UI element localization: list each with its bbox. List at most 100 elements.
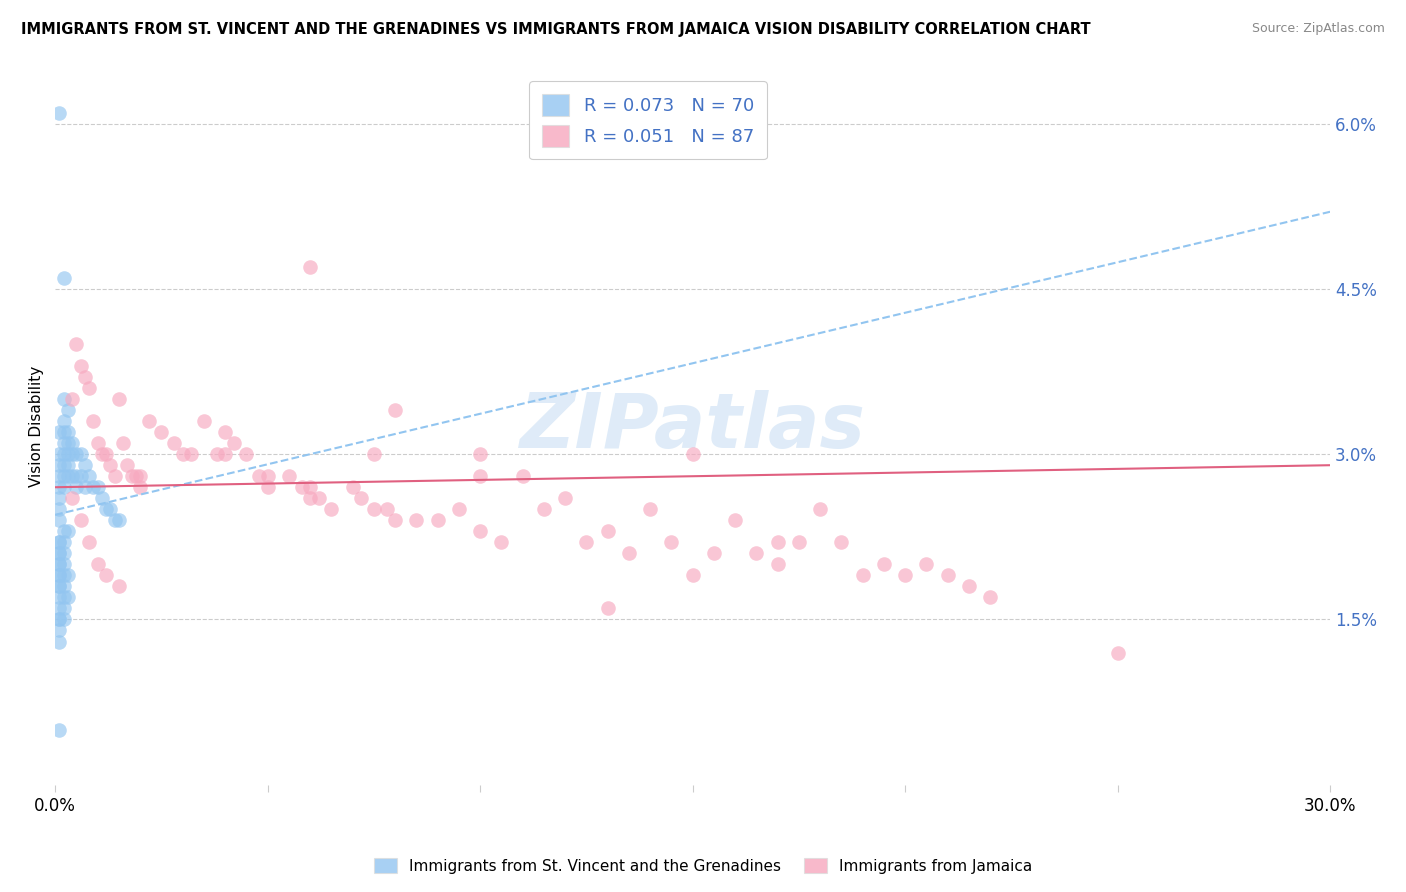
Point bbox=[104, 513, 127, 527]
Point bbox=[350, 491, 373, 506]
Point bbox=[100, 458, 122, 473]
Point bbox=[235, 447, 257, 461]
Point bbox=[56, 568, 79, 582]
Point bbox=[724, 513, 747, 527]
Point bbox=[596, 601, 619, 615]
Point bbox=[65, 447, 87, 461]
Point bbox=[60, 491, 83, 506]
Point bbox=[129, 469, 152, 483]
Point bbox=[48, 568, 70, 582]
Point bbox=[108, 392, 131, 406]
Point bbox=[384, 513, 406, 527]
Text: IMMIGRANTS FROM ST. VINCENT AND THE GRENADINES VS IMMIGRANTS FROM JAMAICA VISION: IMMIGRANTS FROM ST. VINCENT AND THE GREN… bbox=[21, 22, 1091, 37]
Point bbox=[830, 535, 852, 549]
Point bbox=[52, 436, 75, 450]
Point bbox=[52, 535, 75, 549]
Point bbox=[48, 612, 70, 626]
Point bbox=[48, 469, 70, 483]
Point bbox=[52, 546, 75, 560]
Point bbox=[172, 447, 194, 461]
Point bbox=[52, 591, 75, 605]
Point bbox=[69, 447, 91, 461]
Point bbox=[48, 558, 70, 572]
Point bbox=[60, 469, 83, 483]
Point bbox=[96, 447, 118, 461]
Point bbox=[52, 414, 75, 428]
Point bbox=[77, 469, 100, 483]
Point bbox=[52, 568, 75, 582]
Text: ZIPatlas: ZIPatlas bbox=[520, 390, 866, 464]
Point bbox=[48, 601, 70, 615]
Point bbox=[108, 579, 131, 593]
Point bbox=[100, 502, 122, 516]
Point bbox=[86, 480, 108, 494]
Point bbox=[682, 568, 704, 582]
Point bbox=[48, 558, 70, 572]
Point bbox=[56, 425, 79, 439]
Point bbox=[163, 436, 186, 450]
Point bbox=[150, 425, 173, 439]
Point bbox=[957, 579, 980, 593]
Point bbox=[69, 359, 91, 373]
Point bbox=[73, 370, 96, 384]
Point bbox=[682, 447, 704, 461]
Point bbox=[96, 568, 118, 582]
Point bbox=[48, 513, 70, 527]
Point bbox=[52, 612, 75, 626]
Point bbox=[52, 447, 75, 461]
Point bbox=[299, 260, 322, 274]
Point bbox=[73, 480, 96, 494]
Point bbox=[77, 381, 100, 395]
Point bbox=[65, 480, 87, 494]
Point bbox=[60, 392, 83, 406]
Point bbox=[77, 535, 100, 549]
Point bbox=[48, 579, 70, 593]
Point bbox=[48, 535, 70, 549]
Point bbox=[60, 447, 83, 461]
Point bbox=[60, 436, 83, 450]
Point bbox=[96, 502, 118, 516]
Point bbox=[766, 535, 789, 549]
Point bbox=[129, 480, 152, 494]
Point bbox=[852, 568, 875, 582]
Point bbox=[48, 612, 70, 626]
Point bbox=[256, 480, 278, 494]
Point bbox=[214, 447, 236, 461]
Point bbox=[256, 469, 278, 483]
Point bbox=[90, 491, 112, 506]
Point bbox=[56, 436, 79, 450]
Point bbox=[104, 469, 127, 483]
Point bbox=[375, 502, 398, 516]
Point bbox=[277, 469, 299, 483]
Point bbox=[82, 480, 104, 494]
Point bbox=[787, 535, 810, 549]
Point bbox=[596, 524, 619, 539]
Point bbox=[468, 469, 491, 483]
Point bbox=[299, 491, 322, 506]
Point bbox=[468, 524, 491, 539]
Point bbox=[384, 403, 406, 417]
Point bbox=[193, 414, 215, 428]
Point bbox=[112, 436, 135, 450]
Point bbox=[936, 568, 959, 582]
Point bbox=[48, 634, 70, 648]
Point bbox=[808, 502, 831, 516]
Point bbox=[48, 447, 70, 461]
Point bbox=[56, 469, 79, 483]
Point bbox=[363, 502, 385, 516]
Legend: R = 0.073   N = 70, R = 0.051   N = 87: R = 0.073 N = 70, R = 0.051 N = 87 bbox=[530, 81, 766, 160]
Point bbox=[82, 414, 104, 428]
Point bbox=[52, 425, 75, 439]
Point bbox=[138, 414, 160, 428]
Point bbox=[73, 458, 96, 473]
Point bbox=[247, 469, 270, 483]
Point bbox=[48, 458, 70, 473]
Point bbox=[65, 337, 87, 351]
Point bbox=[48, 502, 70, 516]
Y-axis label: Vision Disability: Vision Disability bbox=[30, 366, 44, 487]
Point bbox=[52, 392, 75, 406]
Point bbox=[205, 447, 228, 461]
Point bbox=[56, 524, 79, 539]
Point bbox=[48, 480, 70, 494]
Text: Source: ZipAtlas.com: Source: ZipAtlas.com bbox=[1251, 22, 1385, 36]
